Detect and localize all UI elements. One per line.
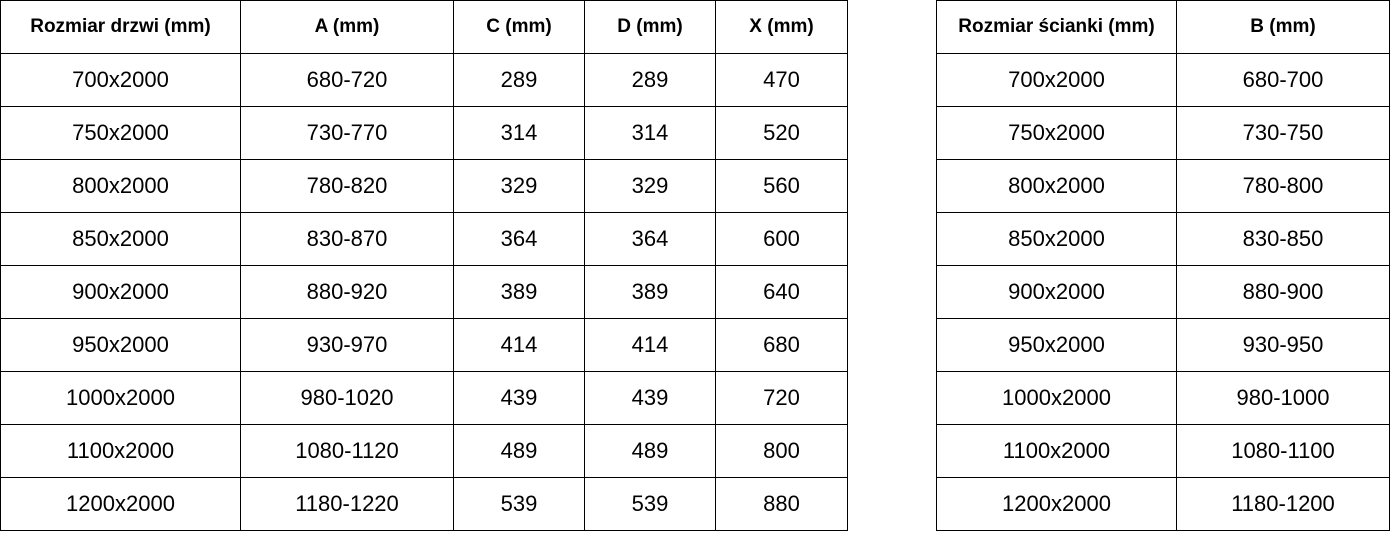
- table-row: 950x2000 930-970 414 414 680: [0, 318, 848, 372]
- table-cell: 700x2000: [936, 53, 1177, 107]
- table-cell: 1180-1200: [1176, 477, 1390, 531]
- table-cell: 950x2000: [936, 318, 1177, 372]
- column-header: Rozmiar drzwi (mm): [0, 0, 241, 54]
- table-cell: 560: [715, 159, 848, 213]
- table-row: 1200x2000 1180-1200: [936, 477, 1390, 531]
- table-cell: 539: [453, 477, 585, 531]
- table-cell: 850x2000: [936, 212, 1177, 266]
- table-cell: 329: [584, 159, 716, 213]
- table-cell: 800x2000: [0, 159, 241, 213]
- table-cell: 1080-1120: [240, 424, 454, 478]
- table-cell: 680-700: [1176, 53, 1390, 107]
- table-cell: 289: [453, 53, 585, 107]
- table-cell: 780-800: [1176, 159, 1390, 213]
- table-cell: 470: [715, 53, 848, 107]
- table-cell: 930-970: [240, 318, 454, 372]
- table-cell: 1100x2000: [936, 424, 1177, 478]
- table-row: 900x2000 880-920 389 389 640: [0, 265, 848, 319]
- table-row: 700x2000 680-700: [936, 53, 1390, 107]
- column-header: D (mm): [584, 0, 716, 54]
- table-row: 850x2000 830-850: [936, 212, 1390, 266]
- table-cell: 600: [715, 212, 848, 266]
- table-cell: 880-900: [1176, 265, 1390, 319]
- table-row: 800x2000 780-800: [936, 159, 1390, 213]
- table-cell: 364: [453, 212, 585, 266]
- table-row: 1100x2000 1080-1100: [936, 424, 1390, 478]
- header-row: Rozmiar ścianki (mm) B (mm): [936, 0, 1390, 54]
- table-row: 800x2000 780-820 329 329 560: [0, 159, 848, 213]
- table-cell: 1000x2000: [0, 371, 241, 425]
- table-cell: 439: [584, 371, 716, 425]
- table-cell: 389: [453, 265, 585, 319]
- table-cell: 1100x2000: [0, 424, 241, 478]
- table-cell: 750x2000: [936, 106, 1177, 160]
- table-cell: 700x2000: [0, 53, 241, 107]
- table-cell: 640: [715, 265, 848, 319]
- table-cell: 880: [715, 477, 848, 531]
- table-cell: 680: [715, 318, 848, 372]
- door-size-table: Rozmiar drzwi (mm) A (mm) C (mm) D (mm) X (m…: [0, 0, 848, 531]
- column-header: Rozmiar ścianki (mm): [936, 0, 1177, 54]
- table-cell: 830-850: [1176, 212, 1390, 266]
- column-header: X (mm): [715, 0, 848, 54]
- table-cell: 800x2000: [936, 159, 1177, 213]
- table-cell: 730-770: [240, 106, 454, 160]
- table-cell: 439: [453, 371, 585, 425]
- table-cell: 289: [584, 53, 716, 107]
- table-cell: 850x2000: [0, 212, 241, 266]
- table-row: 1100x2000 1080-1120 489 489 800: [0, 424, 848, 478]
- table-row: 850x2000 830-870 364 364 600: [0, 212, 848, 266]
- table-cell: 1200x2000: [936, 477, 1177, 531]
- table-cell: 329: [453, 159, 585, 213]
- table-row: 900x2000 880-900: [936, 265, 1390, 319]
- table-cell: 900x2000: [0, 265, 241, 319]
- table-cell: 720: [715, 371, 848, 425]
- table-row: 750x2000 730-770 314 314 520: [0, 106, 848, 160]
- table-cell: 680-720: [240, 53, 454, 107]
- table-cell: 414: [584, 318, 716, 372]
- table-row: 950x2000 930-950: [936, 318, 1390, 372]
- table-cell: 880-920: [240, 265, 454, 319]
- table-cell: 389: [584, 265, 716, 319]
- table-cell: 364: [584, 212, 716, 266]
- header-row: Rozmiar drzwi (mm) A (mm) C (mm) D (mm) X (m…: [0, 0, 848, 54]
- table-cell: 489: [584, 424, 716, 478]
- table-cell: 800: [715, 424, 848, 478]
- table-cell: 980-1020: [240, 371, 454, 425]
- table-cell: 1180-1220: [240, 477, 454, 531]
- table-cell: 780-820: [240, 159, 454, 213]
- table-cell: 414: [453, 318, 585, 372]
- table-row: 1000x2000 980-1020 439 439 720: [0, 371, 848, 425]
- table-cell: 830-870: [240, 212, 454, 266]
- table-cell: 314: [584, 106, 716, 160]
- table-cell: 1000x2000: [936, 371, 1177, 425]
- table-cell: 1080-1100: [1176, 424, 1390, 478]
- table-cell: 950x2000: [0, 318, 241, 372]
- column-header: A (mm): [240, 0, 454, 54]
- table-row: 1000x2000 980-1000: [936, 371, 1390, 425]
- table-cell: 750x2000: [0, 106, 241, 160]
- table-cell: 730-750: [1176, 106, 1390, 160]
- wall-size-table: Rozmiar ścianki (mm) B (mm) 700x2000 680-7…: [936, 0, 1390, 531]
- table-cell: 314: [453, 106, 585, 160]
- table-cell: 489: [453, 424, 585, 478]
- table-cell: 520: [715, 106, 848, 160]
- table-cell: 539: [584, 477, 716, 531]
- table-row: 1200x2000 1180-1220 539 539 880: [0, 477, 848, 531]
- table-cell: 1200x2000: [0, 477, 241, 531]
- table-row: 700x2000 680-720 289 289 470: [0, 53, 848, 107]
- table-cell: 930-950: [1176, 318, 1390, 372]
- table-row: 750x2000 730-750: [936, 106, 1390, 160]
- table-cell: 900x2000: [936, 265, 1177, 319]
- column-header: B (mm): [1176, 0, 1390, 54]
- table-cell: 980-1000: [1176, 371, 1390, 425]
- column-header: C (mm): [453, 0, 585, 54]
